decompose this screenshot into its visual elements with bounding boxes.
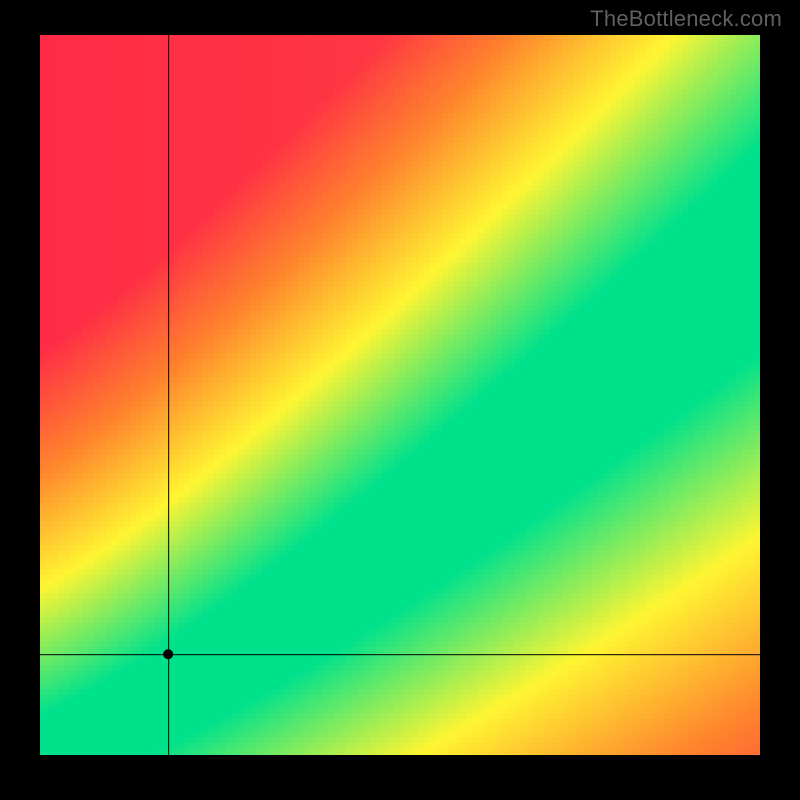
heatmap-plot [40, 35, 760, 755]
heatmap-canvas [40, 35, 760, 755]
watermark-text: TheBottleneck.com [590, 6, 782, 32]
chart-container: TheBottleneck.com [0, 0, 800, 800]
